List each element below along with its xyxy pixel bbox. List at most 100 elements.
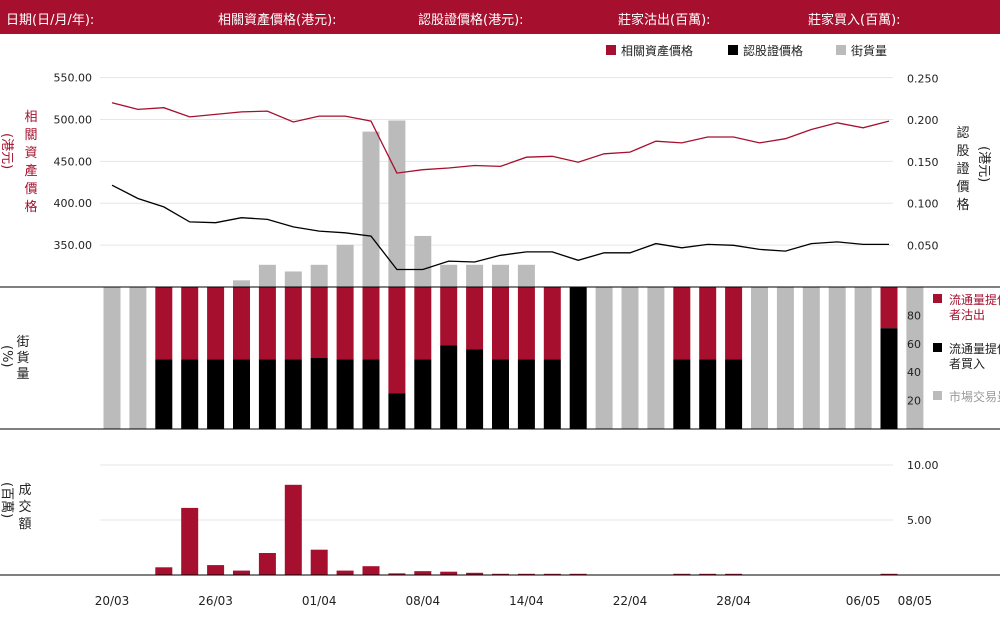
legend-swatch <box>728 45 738 55</box>
turnover-bar <box>517 573 535 575</box>
right-tick-label: 0.200 <box>907 114 939 127</box>
market-volume-bar <box>129 287 147 429</box>
mm-sell-bar <box>155 287 173 360</box>
header-mm-buy-label: 莊家買入(百萬): <box>808 13 901 28</box>
flow-tick-label: 80 <box>907 309 921 322</box>
flow-legend-swatch <box>933 391 942 400</box>
mm-sell-bar <box>336 287 354 360</box>
outstanding-volume-bar <box>284 271 302 287</box>
turnover-bar <box>284 484 302 575</box>
axis-title-char: 認 <box>956 125 969 141</box>
left-tick-label: 350.00 <box>54 239 93 252</box>
mm-sell-bar <box>258 287 276 360</box>
outstanding-volume-bar <box>517 264 535 287</box>
mm-sell-bar <box>388 287 406 394</box>
turnover-bar <box>414 571 432 575</box>
header-bar: 日期(日/月/年): 相關資產價格(港元): 認股證價格(港元): 莊家沽出(百… <box>0 0 1000 34</box>
outstanding-volume-bar <box>362 131 380 287</box>
axis-title-char: 價 <box>956 180 969 195</box>
turnover-bar <box>181 507 199 575</box>
turnover-tick-label: 5.00 <box>907 514 932 527</box>
mm-buy-bar <box>569 287 587 429</box>
axis-title-char: 量 <box>16 367 29 382</box>
turnover-bar <box>725 573 743 575</box>
mm-buy-bar <box>699 359 717 429</box>
axis-title-char: 交 <box>18 499 31 515</box>
legend-swatch <box>836 45 846 55</box>
mm-sell-bar <box>673 287 691 360</box>
turnover-bar <box>207 565 225 575</box>
outstanding-volume-bar <box>466 264 484 287</box>
turnover-bar <box>673 573 691 575</box>
x-tick-label: 28/04 <box>716 594 751 608</box>
turnover-bar <box>336 570 354 575</box>
mm-buy-bar <box>466 349 484 429</box>
axis-title-char: 價 <box>24 182 37 197</box>
mm-buy-bar <box>310 358 328 429</box>
axis-title-char: 股 <box>956 144 969 159</box>
flow-legend-swatch <box>933 294 942 303</box>
mm-buy-bar <box>517 359 535 429</box>
mm-buy-bar <box>673 359 691 429</box>
mm-sell-bar <box>233 287 250 360</box>
turnover-bar <box>258 553 276 575</box>
mm-buy-bar <box>362 359 380 429</box>
header-mm-sell-label: 莊家沽出(百萬): <box>618 13 711 28</box>
x-tick-label: 22/04 <box>613 594 648 608</box>
flow-legend-label: 流通量提供 <box>949 292 1000 307</box>
legend-swatch <box>606 45 616 55</box>
turnover-bar <box>543 573 561 575</box>
market-volume-bar <box>621 287 639 429</box>
flow-bars <box>103 287 924 429</box>
price-lines <box>111 102 890 271</box>
left-tick-label: 550.00 <box>54 72 93 85</box>
market-volume-bar <box>906 287 924 429</box>
axis-title-char: 成 <box>18 483 31 498</box>
turnover-bar <box>569 573 587 575</box>
turnover-bars <box>155 484 898 575</box>
x-tick-label: 20/03 <box>95 594 130 608</box>
axis-title-char: 證 <box>956 161 969 177</box>
mm-sell-bar <box>492 287 509 360</box>
x-tick-label: 08/04 <box>406 594 441 608</box>
flow-unit-label: (%) <box>0 345 14 368</box>
turnover-bar <box>466 572 484 575</box>
turnover-bar <box>310 549 328 575</box>
turnover-bar <box>492 573 509 575</box>
legend-label: 認股證價格 <box>743 43 803 58</box>
turnover-bar <box>155 567 173 575</box>
x-tick-label: 08/05 <box>898 594 933 608</box>
x-tick-label: 06/05 <box>846 594 881 608</box>
header-warrant-price-label: 認股證價格(港元): <box>418 13 524 28</box>
market-volume-bar <box>647 287 665 429</box>
outstanding-volume-bar <box>233 280 250 287</box>
left-tick-label: 400.00 <box>54 197 93 210</box>
chart-labels: 550.00 500.00 450.00 400.00 350.00 0.250 0.200… <box>0 43 1000 608</box>
market-volume-bar <box>828 287 846 429</box>
mm-sell-bar <box>517 287 535 360</box>
outstanding-volume-bar <box>336 244 354 287</box>
axis-title-char: 關 <box>24 128 37 143</box>
mm-buy-bar <box>336 359 354 429</box>
mm-sell-bar <box>543 287 561 360</box>
left-tick-label: 500.00 <box>54 113 93 126</box>
outstanding-volume-bar <box>258 264 276 287</box>
axis-title-char: 貨 <box>16 350 29 366</box>
left-unit-label: (港元) <box>0 133 14 169</box>
outstanding-volume-bar <box>388 120 406 287</box>
market-volume-bar <box>751 287 768 429</box>
axis-title-char: 街 <box>16 335 29 350</box>
mm-sell-bar <box>466 287 484 350</box>
axis-title-char: 相 <box>24 110 37 125</box>
flow-legend-label: 者買入 <box>949 357 985 371</box>
legend-label: 街貨量 <box>851 43 887 58</box>
right-unit-label: (港元) <box>976 146 991 182</box>
flow-tick-label: 60 <box>907 338 921 351</box>
axis-title-char: 格 <box>24 199 37 215</box>
flow-tick-label: 20 <box>907 395 921 408</box>
panel-dividers <box>0 286 1000 576</box>
turnover-bar <box>388 573 406 575</box>
right-tick-label: 0.250 <box>907 72 939 85</box>
outstanding-volume-bar <box>492 264 509 287</box>
market-volume-bar <box>776 287 794 429</box>
